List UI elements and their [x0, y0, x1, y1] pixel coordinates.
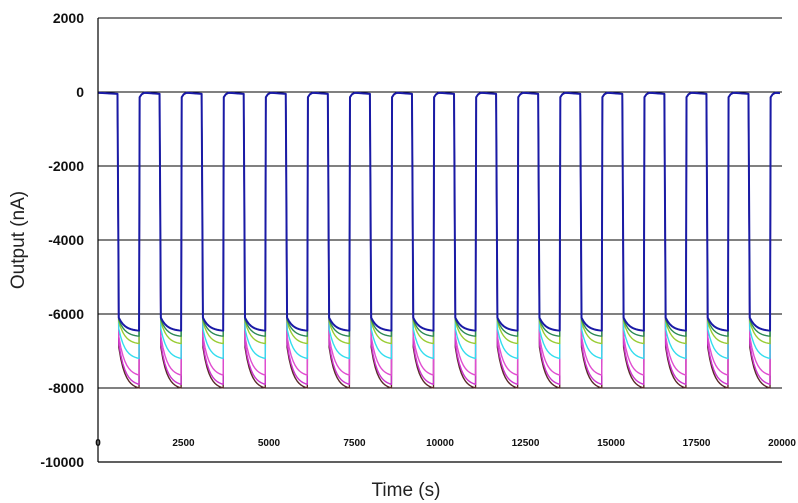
x-tick-labels: 0 2500 5000 7500 10000 12500 15000 17500 20000 — [95, 438, 796, 449]
y-tick-labels: 2000 0 -2000 -4000 -6000 -8000 -10000 — [40, 10, 84, 470]
y-axis-label: Output (nA) — [8, 191, 29, 289]
y-tick-label: -10000 — [40, 454, 84, 470]
y-tick-label: -8000 — [48, 380, 84, 396]
x-tick-label: 0 — [95, 438, 101, 449]
x-tick-label: 10000 — [426, 438, 454, 449]
series-line — [97, 91, 781, 332]
y-tick-label: -6000 — [48, 306, 84, 322]
y-tick-label: -4000 — [48, 232, 84, 248]
x-tick-label: 2500 — [172, 438, 195, 449]
series-layer — [97, 91, 781, 389]
x-tick-label: 17500 — [683, 438, 711, 449]
plot-area — [97, 17, 782, 463]
x-tick-label: 12500 — [512, 438, 540, 449]
y-tick-label: 0 — [76, 84, 84, 100]
x-tick-label: 15000 — [597, 438, 625, 449]
y-tick-label: -2000 — [48, 158, 84, 174]
x-tick-label: 20000 — [768, 438, 796, 449]
x-tick-label: 5000 — [258, 438, 281, 449]
x-axis-label: Time (s) — [372, 480, 441, 501]
y-tick-label: 2000 — [53, 10, 84, 26]
x-tick-label: 7500 — [343, 438, 366, 449]
